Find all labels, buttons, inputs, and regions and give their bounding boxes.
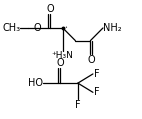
Text: O: O — [87, 55, 95, 65]
Text: O: O — [46, 4, 54, 14]
Text: CH₃: CH₃ — [2, 23, 20, 33]
Text: F: F — [75, 100, 81, 110]
Text: F: F — [94, 69, 100, 79]
Text: •: • — [64, 25, 67, 30]
Text: HO: HO — [28, 78, 43, 88]
Text: F: F — [94, 87, 100, 97]
Text: NH₂: NH₂ — [103, 23, 122, 33]
Text: O: O — [34, 23, 41, 33]
Text: O: O — [57, 58, 64, 68]
Text: ⁺H₃N: ⁺H₃N — [52, 51, 74, 60]
